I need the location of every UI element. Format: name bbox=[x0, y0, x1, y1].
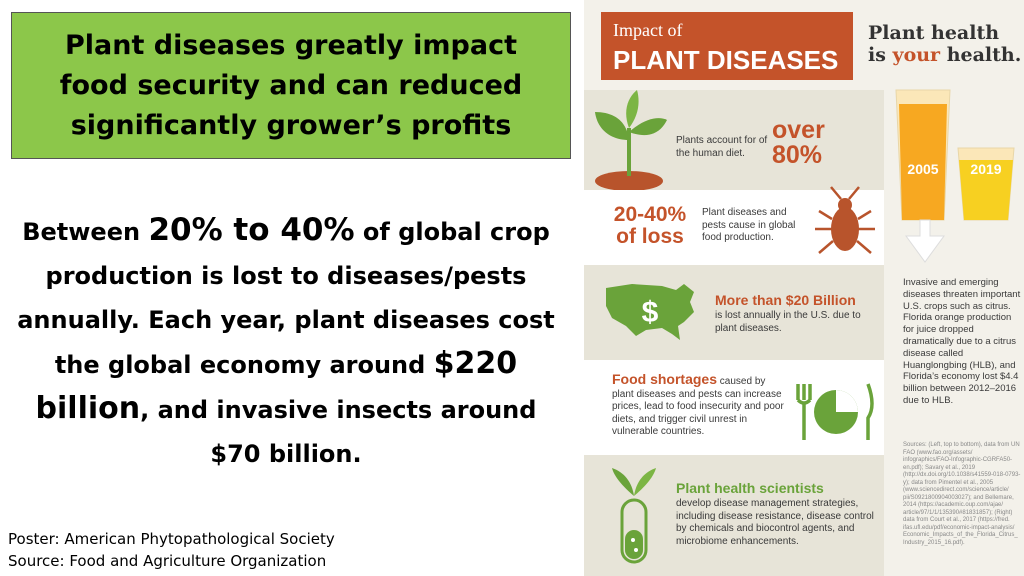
slide-credits: Poster: American Phytopathological Socie… bbox=[8, 528, 335, 572]
juice-level-2005 bbox=[899, 104, 947, 220]
brand-health: health. bbox=[940, 44, 1022, 66]
credit-poster: Poster: American Phytopathological Socie… bbox=[8, 530, 335, 548]
scientists-title: Plant health scientists bbox=[676, 480, 824, 496]
seedling-icon bbox=[595, 90, 667, 190]
brand-is: is bbox=[868, 44, 893, 66]
loss-stat: 20-40% of loss bbox=[600, 204, 700, 248]
year-label-2005: 2005 bbox=[907, 161, 938, 177]
scientists-text: develop disease management strategies, i… bbox=[676, 498, 874, 547]
food-paragraph: Food shortages caused by plant diseases … bbox=[612, 371, 788, 439]
slide-title: Plant diseases greatly impact food secur… bbox=[59, 29, 523, 141]
slide-title-box: Plant diseases greatly impact food secur… bbox=[11, 12, 571, 159]
infographic-poster: Impact of PLANT DISEASES Plant health is… bbox=[584, 0, 1024, 576]
loss-stat-line1: 20-40% bbox=[613, 203, 687, 226]
body-highlight-billion: $220 billion bbox=[35, 346, 518, 426]
billion-title: More than $20 Billion bbox=[715, 292, 856, 308]
loss-text: Plant diseases and pests cause in global… bbox=[702, 207, 796, 243]
food-title: Food shortages bbox=[612, 371, 718, 387]
brand-line1: Plant health bbox=[868, 22, 1000, 44]
dollar-symbol: $ bbox=[642, 296, 659, 329]
beetle-icon bbox=[815, 186, 875, 254]
header-large: PLANT DISEASES bbox=[613, 45, 839, 75]
body-text-part1: Between bbox=[22, 218, 149, 246]
billion-text: is lost annually in the U.S. due to plan… bbox=[715, 310, 861, 334]
slide-body: Between 20% to 40% of global crop produc… bbox=[10, 208, 562, 476]
header-small: Impact of bbox=[613, 20, 683, 40]
usa-map-icon: $ bbox=[606, 284, 694, 340]
juice-glasses-chart: 2005 2019 bbox=[895, 89, 1015, 263]
body-highlight-percent: 20% to 40% bbox=[148, 212, 355, 248]
loss-stat-line2: of loss bbox=[616, 225, 684, 248]
year-label-2019: 2019 bbox=[970, 161, 1001, 177]
plate-icon bbox=[796, 383, 874, 440]
food-text: caused by plant diseases and pests can i… bbox=[612, 376, 784, 437]
diet-text: Plants account for of the human diet. bbox=[676, 135, 768, 159]
brand-line2: is your health. bbox=[868, 44, 1021, 66]
brand-your: your bbox=[892, 44, 941, 66]
body-text-part3: , and invasive insects around $70 billio… bbox=[140, 396, 537, 468]
diet-stat: over 80% bbox=[772, 116, 825, 169]
test-tube-icon bbox=[612, 468, 656, 564]
body-text-part2: of global crop production is lost to dis… bbox=[17, 218, 555, 379]
credit-source: Source: Food and Agriculture Organizatio… bbox=[8, 552, 327, 570]
infographic-header: Impact of PLANT DISEASES bbox=[601, 12, 853, 80]
brand-tagline: Plant health is your health. bbox=[868, 22, 1021, 66]
sources-text: Sources: (Left, top to bottom), data fro… bbox=[903, 442, 1021, 546]
juice-level-2019 bbox=[959, 160, 1013, 220]
citrus-text: Invasive and emerging diseases threaten … bbox=[903, 277, 1021, 406]
